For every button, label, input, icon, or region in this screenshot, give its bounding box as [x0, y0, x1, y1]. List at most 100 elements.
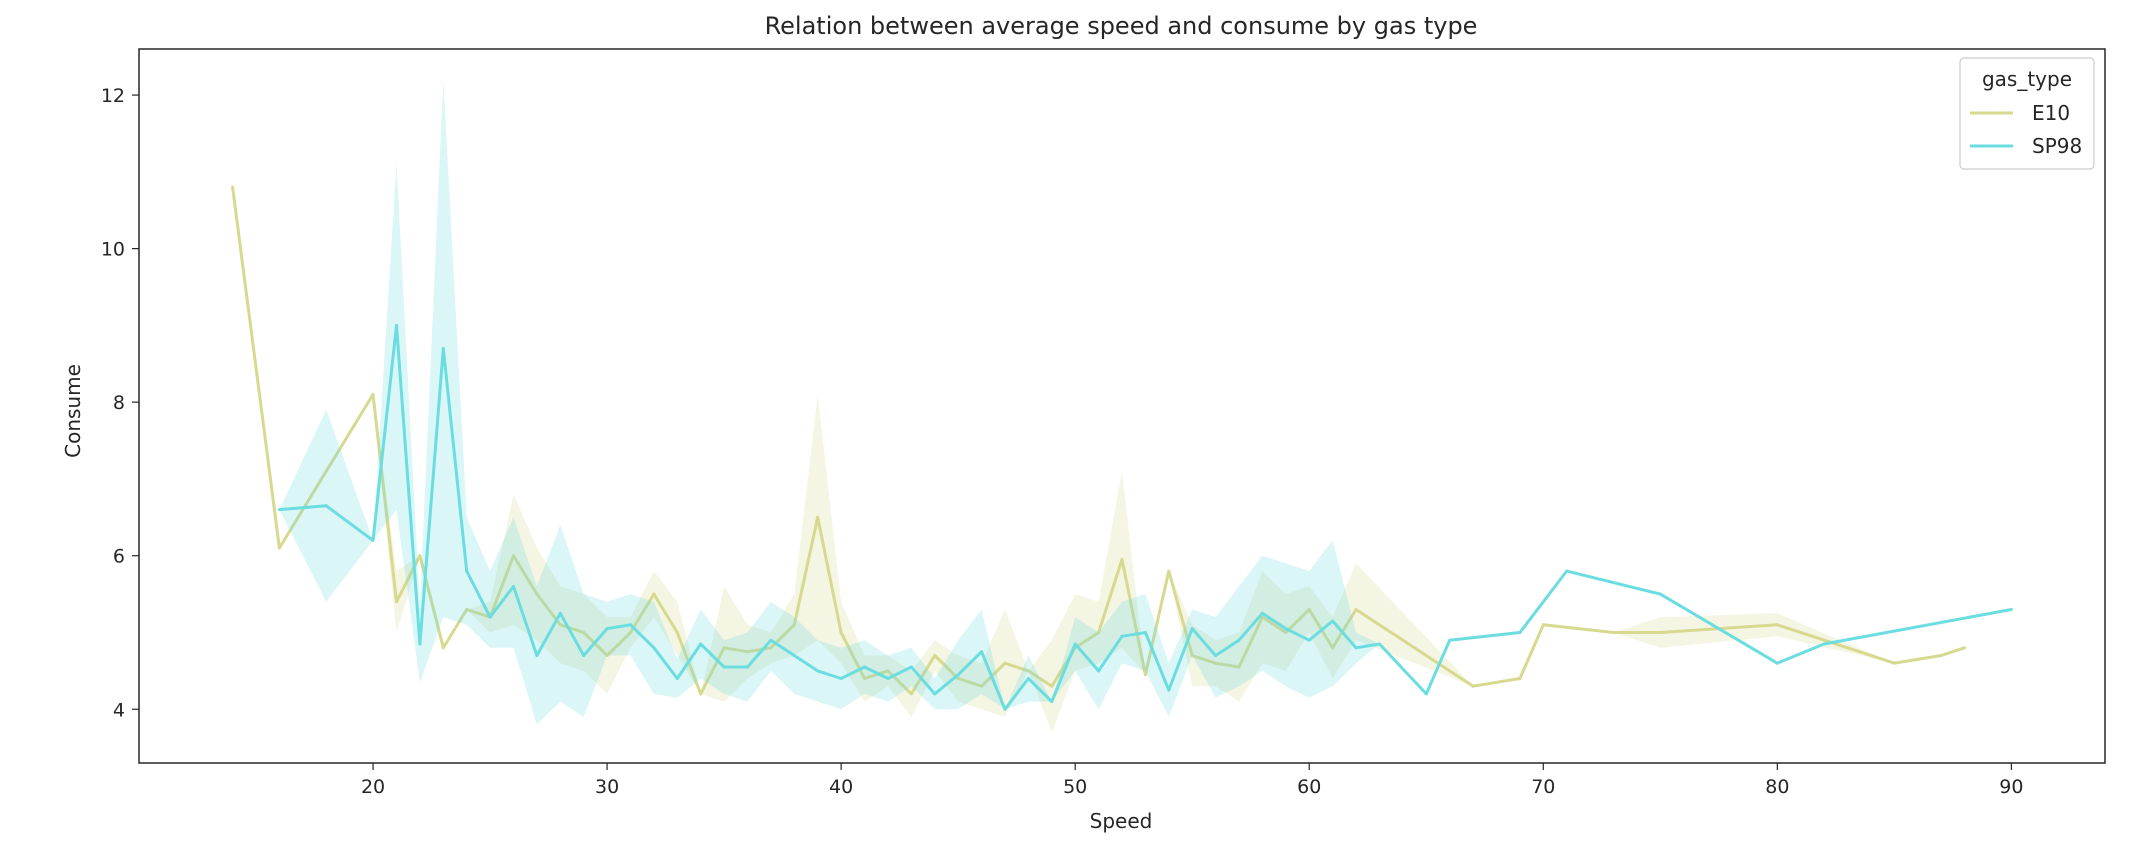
data-point-e10 [1237, 665, 1241, 669]
data-point-e10 [1307, 608, 1311, 611]
data-point-e10 [371, 393, 375, 396]
data-point-e10 [652, 592, 656, 596]
y-axis-label: Consume [61, 364, 85, 458]
data-point-sp98 [1378, 642, 1381, 646]
data-point-sp98 [1260, 611, 1264, 615]
series-line-e10 [231, 187, 1966, 696]
data-point-e10 [675, 631, 679, 634]
data-point-sp98 [1120, 634, 1124, 638]
y-tick-label: 10 [101, 239, 125, 261]
data-point-sp98 [839, 677, 843, 680]
data-point-sp98 [1214, 654, 1218, 657]
data-point-sp98 [863, 665, 866, 669]
y-tick-label: 8 [113, 392, 125, 414]
data-point-sp98 [1097, 669, 1101, 673]
data-point-sp98 [1658, 592, 1662, 596]
data-point-e10 [792, 623, 796, 627]
data-point-e10 [629, 631, 632, 634]
data-point-e10 [535, 592, 539, 596]
data-point-e10 [277, 546, 281, 550]
data-point-e10 [418, 554, 422, 558]
data-point-sp98 [769, 638, 773, 642]
data-point-sp98 [1190, 627, 1194, 631]
data-point-sp98 [1050, 700, 1054, 704]
x-tick-label: 90 [1999, 776, 2023, 798]
data-point-e10 [722, 646, 726, 650]
data-point-sp98 [956, 673, 960, 677]
data-point-sp98 [1448, 638, 1452, 642]
data-point-e10 [886, 669, 890, 673]
data-point-sp98 [1307, 638, 1311, 642]
data-point-e10 [558, 623, 562, 627]
legend-box [1959, 57, 2095, 170]
data-point-e10 [1612, 631, 1615, 634]
data-point-sp98 [395, 323, 398, 327]
data-point-sp98 [629, 623, 632, 627]
data-point-sp98 [816, 669, 820, 673]
data-point-sp98 [1167, 688, 1171, 692]
data-point-sp98 [933, 692, 937, 696]
data-point-e10 [816, 515, 820, 519]
x-tick-label: 40 [829, 776, 853, 798]
y-tick-label: 12 [101, 85, 125, 107]
data-point-e10 [605, 654, 609, 657]
data-point-sp98 [324, 504, 328, 508]
data-point-sp98 [2009, 608, 2013, 611]
data-point-sp98 [582, 654, 586, 657]
data-point-sp98 [909, 665, 913, 669]
data-point-sp98 [652, 646, 656, 650]
data-point-e10 [1097, 631, 1101, 634]
data-point-sp98 [746, 665, 749, 669]
data-point-e10 [1190, 654, 1194, 657]
data-point-e10 [863, 677, 866, 680]
x-tick-label: 30 [595, 776, 619, 798]
plot-area [138, 48, 2106, 764]
x-tick-label: 50 [1063, 776, 1087, 798]
data-point-sp98 [441, 346, 445, 350]
data-point-e10 [933, 654, 937, 657]
data-point-e10 [1471, 684, 1475, 688]
data-point-e10 [1331, 646, 1335, 650]
data-point-sp98 [605, 627, 609, 631]
data-point-sp98 [1424, 692, 1428, 696]
y-tick-label: 4 [113, 699, 125, 721]
data-point-sp98 [1003, 707, 1007, 711]
data-point-e10 [1892, 661, 1896, 665]
data-point-sp98 [1284, 627, 1288, 631]
data-point-e10 [956, 677, 960, 680]
data-point-sp98 [792, 654, 796, 657]
series-layer [231, 79, 2013, 733]
data-point-sp98 [886, 677, 890, 680]
data-point-sp98 [1518, 631, 1522, 634]
data-point-sp98 [1775, 661, 1779, 665]
chart-title: Relation between average speed and consu… [765, 12, 1478, 40]
data-point-e10 [1518, 677, 1522, 680]
data-point-e10 [1050, 684, 1054, 688]
data-point-sp98 [512, 584, 515, 588]
data-point-e10 [1120, 558, 1124, 561]
data-point-e10 [746, 650, 749, 654]
data-point-e10 [839, 631, 843, 634]
data-point-e10 [699, 692, 703, 696]
series-line-sp98 [279, 323, 2012, 711]
data-point-sp98 [418, 642, 422, 646]
data-point-sp98 [558, 611, 562, 615]
data-point-sp98 [699, 642, 703, 646]
data-point-sp98 [1143, 631, 1147, 634]
data-point-e10 [1284, 631, 1288, 634]
data-point-e10 [1354, 608, 1358, 611]
data-point-sp98 [465, 569, 469, 573]
data-point-e10 [1658, 631, 1662, 634]
data-point-sp98 [980, 650, 984, 654]
data-point-e10 [582, 631, 586, 634]
data-point-e10 [769, 646, 773, 650]
data-point-e10 [1026, 669, 1030, 673]
data-point-sp98 [277, 508, 281, 512]
legend-label-e10: E10 [2032, 101, 2070, 125]
data-point-sp98 [1822, 642, 1826, 646]
data-point-e10 [512, 554, 515, 558]
data-point-sp98 [1331, 619, 1335, 623]
data-point-e10 [441, 646, 445, 650]
data-point-e10 [1939, 654, 1943, 657]
data-point-e10 [1143, 673, 1147, 677]
